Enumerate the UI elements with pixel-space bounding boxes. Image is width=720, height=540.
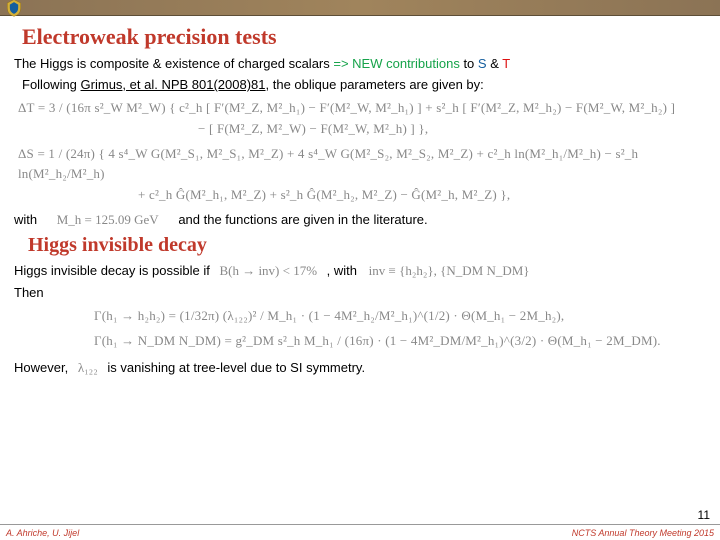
text: and the functions are given in the liter… [178,212,427,227]
equation-gamma2: Γ(h₁ → N_DM N_DM) = g²_DM s²_h M_h₁ / (1… [94,331,706,352]
equation-delta-s: ΔS = 1 / (24π) { 4 s⁴_W G(M²_S₁, M²_S₁, … [18,144,706,206]
text-line-3: with M_h = 125.09 GeV and the functions … [14,212,706,228]
footer-author: A. Ahriche, U. Jijel [6,528,79,538]
text: However, [14,360,68,375]
section-title-1: Electroweak precision tests [22,24,706,50]
eq-line: ΔS = 1 / (24π) { 4 s⁴_W G(M²_S₁, M²_S₁, … [18,144,706,186]
crest-icon [4,0,24,18]
footer-event: NCTS Annual Theory Meeting 2015 [572,528,714,538]
section-title-2: Higgs invisible decay [28,234,706,257]
text: & [487,56,503,71]
equation-gamma1: Γ(h₁ → h₂h₂) = (1/32π) (λ₁₂₂)² / M_h₁ · … [94,306,706,327]
text: , the oblique parameters are given by: [266,77,484,92]
eq-inline: inv ≡ {h₂h₂}, {N_DM N_DM} [369,263,530,278]
param-s: S [478,56,487,71]
text: to [460,56,478,71]
eq-inline: M_h = 125.09 GeV [57,212,159,227]
text: , with [327,263,357,278]
text: with [14,212,37,227]
eq-line: ΔT = 3 / (16π s²_W M²_W) { c²_h [ F′(M²_… [18,98,706,119]
param-t: T [502,56,510,71]
text-line-4: Higgs invisible decay is possible if B(h… [14,263,706,279]
equation-delta-t: ΔT = 3 / (16π s²_W M²_W) { c²_h [ F′(M²_… [18,98,706,140]
slide-content: Electroweak precision tests The Higgs is… [0,16,720,376]
eq-inline: λ₁₂₂ [78,360,98,375]
text-line-6: However, λ₁₂₂ is vanishing at tree-level… [14,360,706,376]
text-line-2: Following Grimus, et al. NPB 801(2008)81… [22,77,706,92]
page-number: 11 [698,508,710,522]
text-line-5: Then [14,285,706,300]
citation: Grimus, et al. NPB 801(2008)81 [81,77,266,92]
header-bar [0,0,720,16]
text: Higgs invisible decay is possible if [14,263,210,278]
text-line-1: The Higgs is composite & existence of ch… [14,56,706,71]
text: Following [22,77,81,92]
text-highlight: => NEW contributions [333,56,459,71]
eq-inline: B(h → inv) < 17% [219,263,317,278]
footer-bar: A. Ahriche, U. Jijel NCTS Annual Theory … [0,524,720,540]
eq-line: − [ F(M²_Z, M²_W) − F(M²_W, M²_h) ] }, [198,119,706,140]
text: The Higgs is composite & existence of ch… [14,56,333,71]
eq-line: + c²_h Ĝ(M²_h₁, M²_Z) + s²_h Ĝ(M²_h₂, M²… [138,185,706,206]
text: is vanishing at tree-level due to SI sym… [107,360,365,375]
